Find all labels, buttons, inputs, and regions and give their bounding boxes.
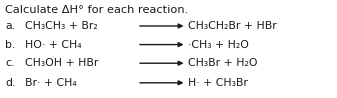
Text: a.: a. — [5, 21, 15, 31]
Text: H· + CH₃Br: H· + CH₃Br — [188, 78, 248, 88]
Text: CH₃CH₂Br + HBr: CH₃CH₂Br + HBr — [188, 21, 277, 31]
Text: d.: d. — [5, 78, 16, 88]
Text: Calculate ΔH° for each reaction.: Calculate ΔH° for each reaction. — [5, 5, 188, 15]
Text: HO· + CH₄: HO· + CH₄ — [25, 40, 82, 50]
Text: CH₃CH₃ + Br₂: CH₃CH₃ + Br₂ — [25, 21, 98, 31]
Text: c.: c. — [5, 58, 14, 68]
Text: ·CH₃ + H₂O: ·CH₃ + H₂O — [188, 40, 249, 50]
Text: CH₃Br + H₂O: CH₃Br + H₂O — [188, 58, 257, 68]
Text: Br· + CH₄: Br· + CH₄ — [25, 78, 77, 88]
Text: CH₃OH + HBr: CH₃OH + HBr — [25, 58, 99, 68]
Text: b.: b. — [5, 40, 16, 50]
